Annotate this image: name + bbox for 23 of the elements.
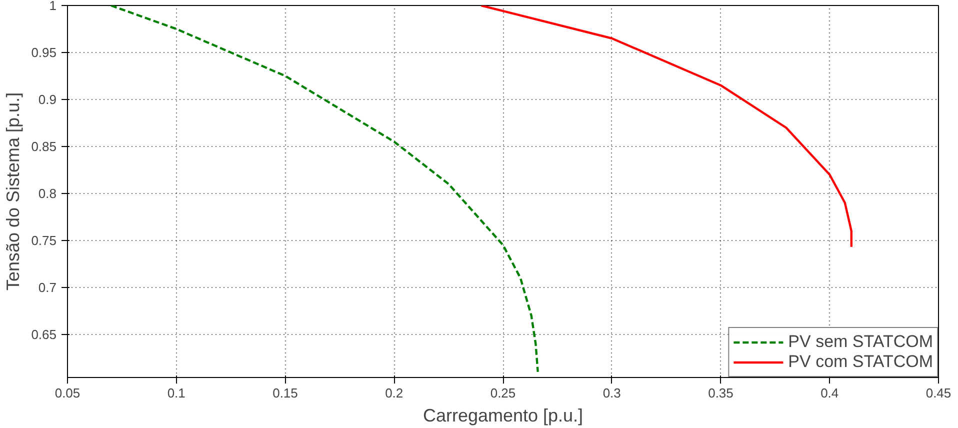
x-tick-label: 0.05 [54, 386, 80, 400]
x-tick-label: 0.35 [708, 386, 734, 400]
legend-label: PV sem STATCOM [788, 332, 933, 352]
legend-label: PV com STATCOM [788, 352, 933, 372]
x-tick-label: 0.45 [926, 386, 952, 400]
x-axis-title: Carregamento [p.u.] [422, 406, 584, 426]
x-tick-label: 0.15 [272, 386, 298, 400]
line-series [110, 6, 539, 373]
y-tick-label: 0.7 [38, 280, 57, 295]
x-tick-label: 0.4 [820, 386, 839, 400]
y-tick-label: 0.9 [38, 92, 57, 107]
line-series [480, 6, 852, 248]
x-tick-label: 0.2 [385, 386, 404, 400]
x-tick-label: 0.3 [602, 386, 621, 400]
y-axis-title: Tensão do Sistema [p.u.] [3, 92, 24, 291]
y-tick-label: 0.85 [31, 138, 57, 154]
y-tick-label: 1 [49, 0, 57, 13]
y-tick-label: 0.75 [31, 232, 57, 248]
y-tick-label: 0.95 [31, 44, 57, 60]
y-tick-label: 0.8 [38, 186, 57, 201]
y-tick-label: 0.65 [31, 326, 57, 342]
x-tick-label: 0.25 [490, 386, 516, 400]
x-tick-label: 0.1 [167, 386, 186, 400]
